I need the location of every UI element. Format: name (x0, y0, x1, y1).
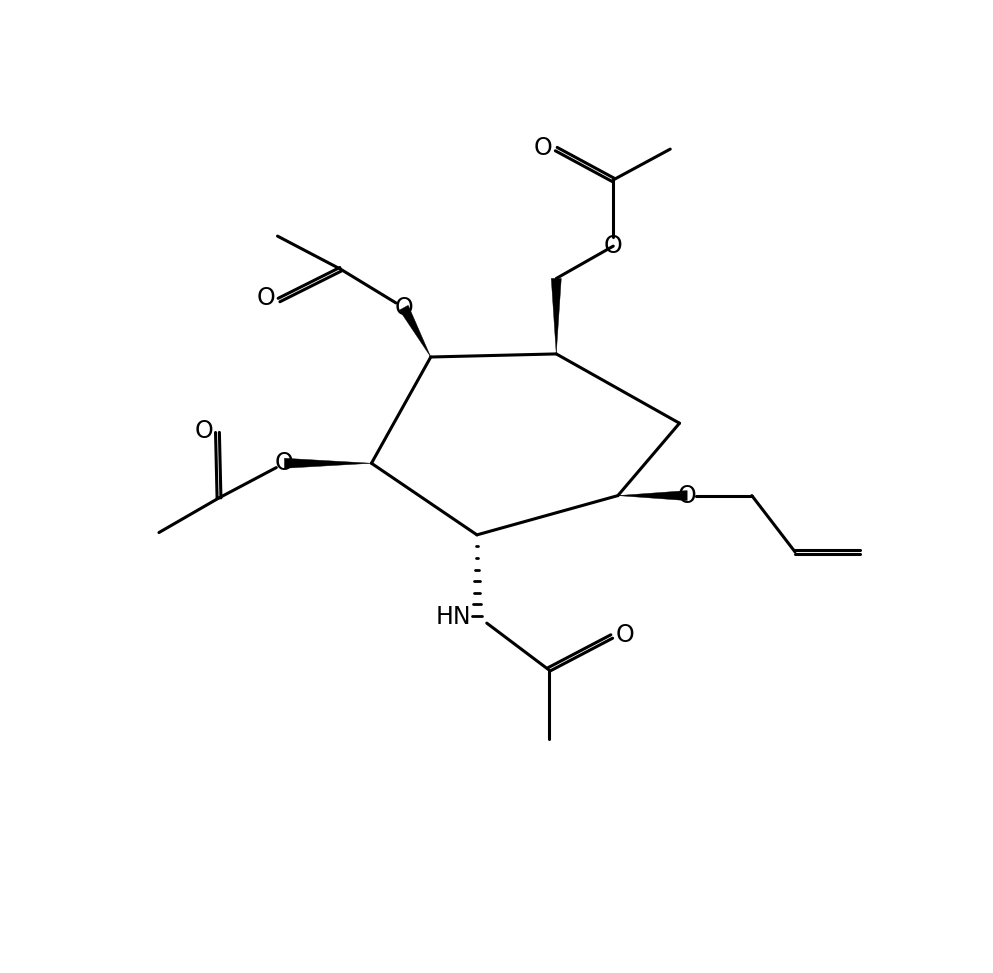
Text: O: O (256, 286, 275, 310)
Text: O: O (616, 623, 635, 647)
Text: O: O (678, 484, 696, 508)
Text: O: O (533, 135, 552, 160)
Text: O: O (275, 451, 294, 475)
Text: O: O (195, 419, 213, 443)
Polygon shape (551, 278, 561, 354)
Polygon shape (284, 458, 371, 468)
Text: HN: HN (435, 605, 471, 630)
Polygon shape (618, 490, 687, 500)
Text: O: O (394, 296, 413, 320)
Text: O: O (604, 234, 623, 258)
Polygon shape (399, 306, 431, 357)
